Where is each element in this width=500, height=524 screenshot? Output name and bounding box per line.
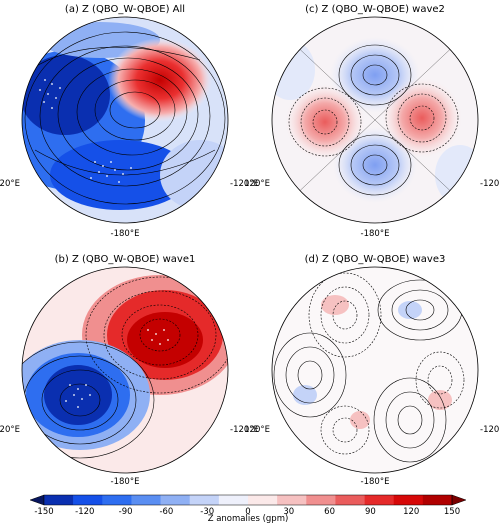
panel-b-lon-left: 120°E <box>0 425 20 435</box>
panel-b: (b) Z (QBO_W-QBOE) wave1 <box>0 254 259 487</box>
colorbar-tick-label: 150 <box>444 507 460 517</box>
panel-d-frame <box>271 266 479 474</box>
colorbar-cell <box>160 495 191 505</box>
panel-b-frame <box>21 266 229 474</box>
colorbar-tick-label: 120 <box>403 507 419 517</box>
panel-b-lon-bottom: -180°E <box>111 477 140 487</box>
colorbar-cell <box>44 495 74 505</box>
colorbar-cell <box>73 495 103 505</box>
colorbar-cell <box>364 495 395 505</box>
panel-b-title: (b) Z (QBO_W-QBOE) wave1 <box>55 254 196 265</box>
panel-a: (a) Z (QBO_W-QBOE) All <box>0 4 259 239</box>
panel-b-significance <box>65 329 169 408</box>
colorbar-tick-label: 0 <box>245 507 250 517</box>
colorbar-ticks: -150 -120 -90 -60 -30 0 30 60 90 120 150 <box>34 507 460 517</box>
panel-c-lon-left: 120°E <box>244 179 270 189</box>
colorbar-extend-low <box>29 494 45 506</box>
colorbar-tick-label: -60 <box>159 507 173 517</box>
panel-c-frame <box>271 16 479 224</box>
colorbar-cell <box>102 495 132 505</box>
panel-c-contours <box>288 39 461 201</box>
colorbar-cell <box>335 495 365 505</box>
panel-c-title: (c) Z (QBO_W-QBOE) wave2 <box>305 4 445 15</box>
panel-d: (d) Z (QBO_W-QBOE) wave3 120°E -120°E -1… <box>244 254 500 487</box>
colorbar-cell <box>422 495 453 505</box>
panel-a-lon-right: -120°E <box>230 179 259 189</box>
panel-c: (c) Z (QBO_W-QBOE) wave2 120°E -120°E -1… <box>244 4 500 239</box>
colorbar-frame <box>43 494 453 506</box>
colorbar-label: Z anomalies (gpm) <box>208 514 289 524</box>
panel-d-title: (d) Z (QBO_W-QBOE) wave3 <box>305 254 446 265</box>
panel-a-contours <box>24 31 226 205</box>
panel-d-lon-bottom: -180°E <box>361 477 390 487</box>
panel-d-contours <box>273 272 465 463</box>
colorbar-cell <box>218 495 249 505</box>
panel-d-lon-left: 120°E <box>244 425 270 435</box>
panel-a-frame <box>21 16 229 224</box>
colorbar-cell <box>189 495 220 505</box>
colorbar-tick-label: -30 <box>200 507 214 517</box>
colorbar-tick-label: -90 <box>119 507 133 517</box>
panel-a-lon-bottom: -180°E <box>111 229 140 239</box>
panel-d-field <box>272 267 478 473</box>
panel-a-title: (a) Z (QBO_W-QBOE) All <box>65 4 185 15</box>
colorbar-cell <box>393 495 424 505</box>
panel-c-lon-bottom: -180°E <box>361 229 390 239</box>
colorbar-cell <box>306 495 336 505</box>
panel-c-lon-right: -120°E <box>480 179 500 189</box>
panel-b-lon-right: -120°E <box>230 425 259 435</box>
colorbar-tick-label: 90 <box>365 507 376 517</box>
colorbar: -150 -120 -90 -60 -30 0 30 60 90 120 150 Z anomali… <box>29 494 467 524</box>
colorbar-tick-label: 30 <box>283 507 294 517</box>
colorbar-extend-high <box>451 494 467 506</box>
colorbar-cell <box>131 495 161 505</box>
panel-b-field <box>22 267 228 473</box>
colorbar-cells <box>29 494 467 506</box>
colorbar-cell <box>248 495 278 505</box>
colorbar-tick-label: -150 <box>34 507 53 517</box>
panel-a-significance <box>39 79 132 183</box>
panel-a-lon-left: 120°E <box>0 179 20 189</box>
colorbar-tick-label: 60 <box>324 507 335 517</box>
colorbar-cell <box>277 495 307 505</box>
panel-a-field <box>22 17 228 223</box>
colorbar-tick-label: -120 <box>75 507 94 517</box>
panel-d-lon-right: -120°E <box>480 425 500 435</box>
